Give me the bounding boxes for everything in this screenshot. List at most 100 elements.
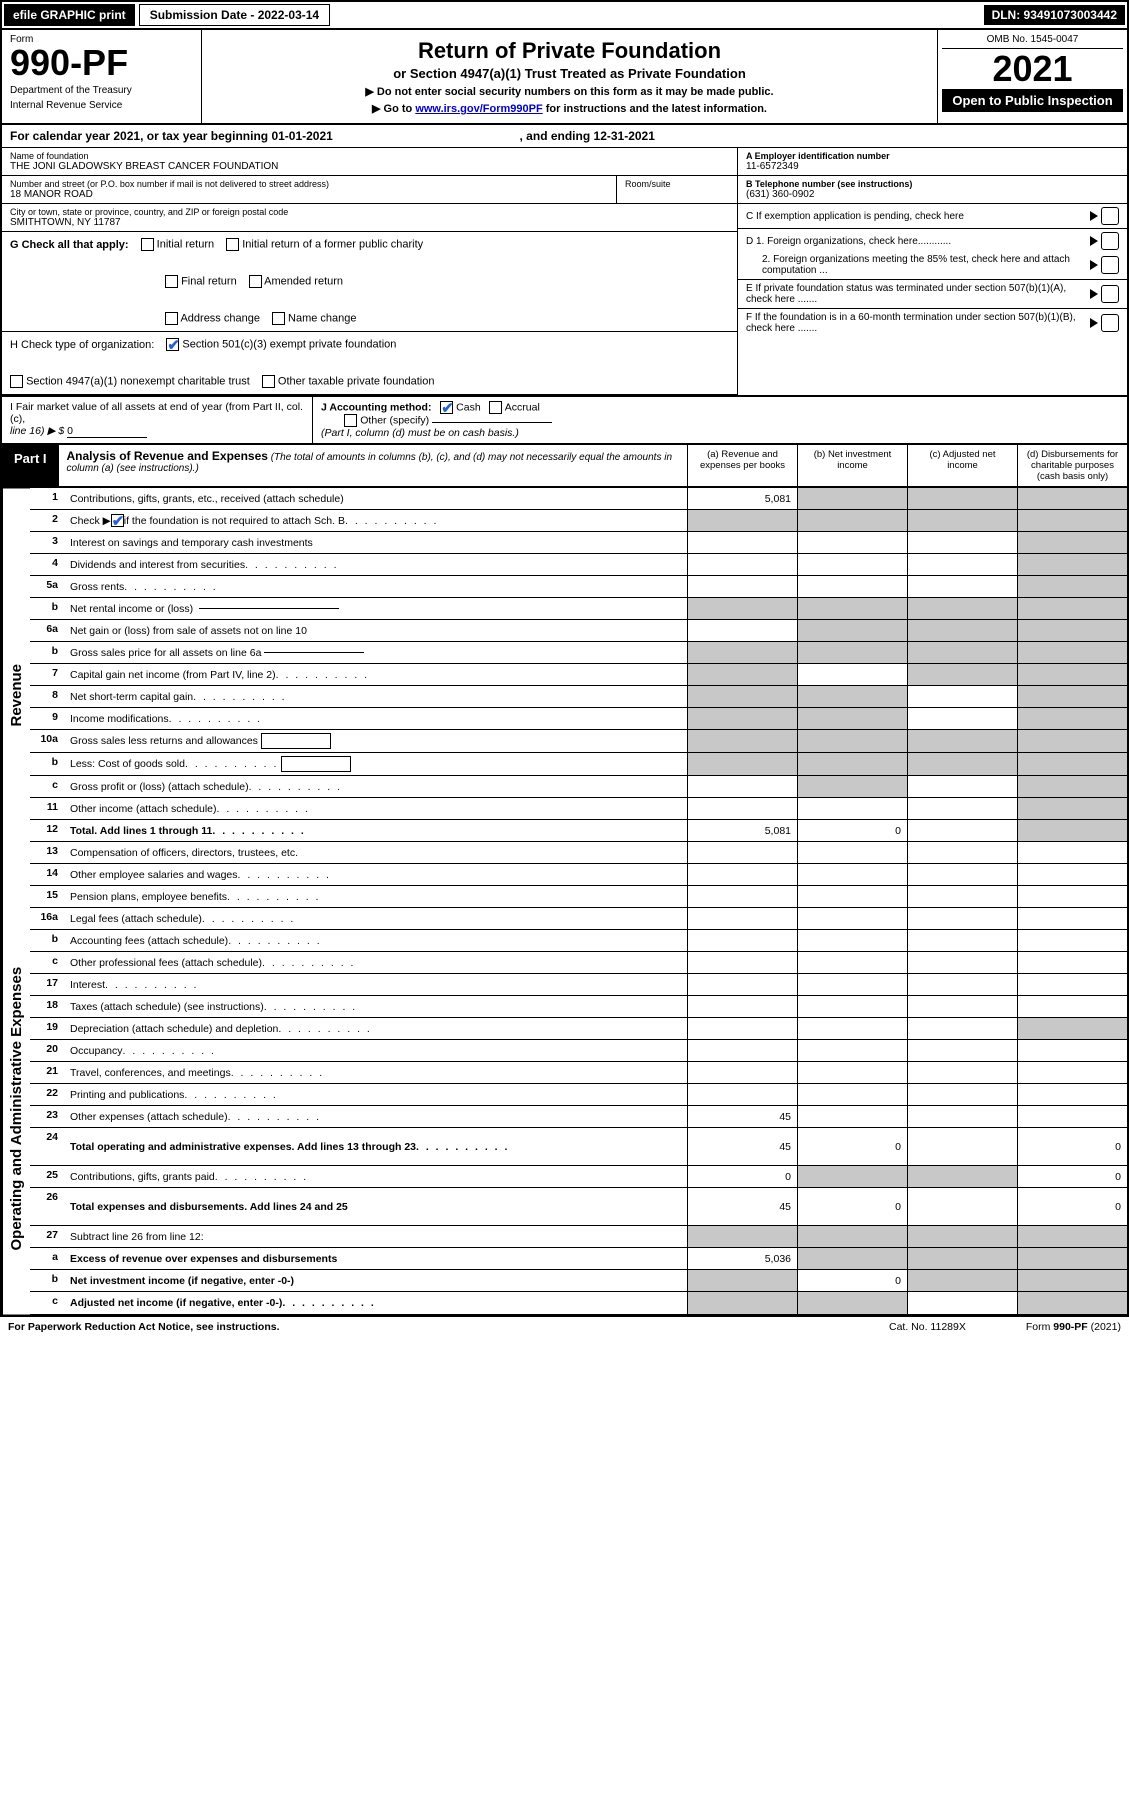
line-26: 26Total expenses and disbursements. Add … [30, 1188, 1127, 1226]
line-17: 17Interest [30, 974, 1127, 996]
form-subtitle: or Section 4947(a)(1) Trust Treated as P… [214, 66, 925, 81]
line-19: 19Depreciation (attach schedule) and dep… [30, 1018, 1127, 1040]
omb-number: OMB No. 1545-0047 [942, 34, 1123, 49]
j-label: J Accounting method: [321, 401, 431, 413]
line-24: 24Total operating and administrative exp… [30, 1128, 1127, 1166]
checkbox-initial-former[interactable] [226, 238, 239, 251]
line-3: 3Interest on savings and temporary cash … [30, 532, 1127, 554]
checkbox-501c3[interactable] [166, 338, 179, 351]
line-14: 14Other employee salaries and wages [30, 864, 1127, 886]
opex-tab: Operating and Administrative Expenses [2, 902, 30, 1315]
open-public: Open to Public Inspection [942, 89, 1123, 112]
checkbox-initial[interactable] [141, 238, 154, 251]
checkbox-cash[interactable] [440, 401, 453, 414]
line-13: 13Compensation of officers, directors, t… [30, 842, 1127, 864]
footer-right: Form 990-PF (2021) [1026, 1321, 1121, 1333]
line-12: 12Total. Add lines 1 through 115,0810 [30, 820, 1127, 842]
info-grid: Name of foundation THE JONI GLADOWSKY BR… [0, 148, 1129, 397]
cal-begin: For calendar year 2021, or tax year begi… [10, 129, 333, 143]
line-10a: 10aGross sales less returns and allowanc… [30, 730, 1127, 753]
checkbox-c[interactable] [1101, 207, 1119, 225]
g-label: G Check all that apply: [10, 239, 129, 251]
c-label: C If exemption application is pending, c… [746, 211, 1090, 222]
header-right: OMB No. 1545-0047 2021 Open to Public In… [937, 30, 1127, 123]
line-7: 7Capital gain net income (from Part IV, … [30, 664, 1127, 686]
line-16b: bAccounting fees (attach schedule) [30, 930, 1127, 952]
j-note: (Part I, column (d) must be on cash basi… [321, 427, 519, 439]
i-line-label: line 16) ▶ $ [10, 425, 64, 437]
instr-goto: ▶ Go to www.irs.gov/Form990PF for instru… [214, 102, 925, 115]
calendar-year-row: For calendar year 2021, or tax year begi… [0, 125, 1129, 148]
telephone: (631) 360-0902 [746, 189, 1119, 200]
e-label: E If private foundation status was termi… [746, 283, 1090, 305]
line-16c: cOther professional fees (attach schedul… [30, 952, 1127, 974]
tax-year: 2021 [942, 49, 1123, 89]
city-label: City or town, state or province, country… [10, 207, 729, 217]
irs-link[interactable]: www.irs.gov/Form990PF [415, 103, 542, 115]
instr-ssn: ▶ Do not enter social security numbers o… [214, 85, 925, 98]
line-1: 1Contributions, gifts, grants, etc., rec… [30, 488, 1127, 510]
f-label: F If the foundation is in a 60-month ter… [746, 312, 1090, 334]
city-state-zip: SMITHTOWN, NY 11787 [10, 217, 729, 228]
checkbox-e[interactable] [1101, 285, 1119, 303]
triangle-icon [1090, 211, 1098, 221]
line-22: 22Printing and publications [30, 1084, 1127, 1106]
line-27: 27Subtract line 26 from line 12: [30, 1226, 1127, 1248]
line-27a: aExcess of revenue over expenses and dis… [30, 1248, 1127, 1270]
i-label: I Fair market value of all assets at end… [10, 401, 303, 425]
col-a-header: (a) Revenue and expenses per books [687, 445, 797, 486]
checkbox-amended[interactable] [249, 275, 262, 288]
part1-header: Part I Analysis of Revenue and Expenses … [0, 445, 1129, 488]
submission-date: Submission Date - 2022-03-14 [139, 4, 330, 26]
foundation-name: THE JONI GLADOWSKY BREAST CANCER FOUNDAT… [10, 161, 729, 172]
line-6a: 6aNet gain or (loss) from sale of assets… [30, 620, 1127, 642]
line-4: 4Dividends and interest from securities [30, 554, 1127, 576]
line-9: 9Income modifications [30, 708, 1127, 730]
triangle-icon [1090, 318, 1098, 328]
d1-label: D 1. Foreign organizations, check here..… [746, 236, 1090, 247]
page-footer: For Paperwork Reduction Act Notice, see … [0, 1316, 1129, 1337]
checkbox-4947[interactable] [10, 375, 23, 388]
checkbox-accrual[interactable] [489, 401, 502, 414]
line-20: 20Occupancy [30, 1040, 1127, 1062]
line-27b: bNet investment income (if negative, ent… [30, 1270, 1127, 1292]
room-label: Room/suite [625, 179, 729, 189]
form-number: 990-PF [10, 45, 193, 81]
checkbox-name[interactable] [272, 312, 285, 325]
tel-label: B Telephone number (see instructions) [746, 179, 1119, 189]
header-mid: Return of Private Foundation or Section … [202, 30, 937, 123]
footer-mid: Cat. No. 11289X [889, 1321, 966, 1333]
h-label: H Check type of organization: [10, 339, 154, 351]
checkbox-d1[interactable] [1101, 232, 1119, 250]
part1-tab: Part I [2, 445, 59, 486]
col-b-header: (b) Net investment income [797, 445, 907, 486]
part1-table: Revenue Operating and Administrative Exp… [0, 488, 1129, 1316]
address: 18 MANOR ROAD [10, 189, 608, 200]
dept-irs: Internal Revenue Service [10, 100, 193, 111]
footer-left: For Paperwork Reduction Act Notice, see … [8, 1321, 280, 1333]
checkbox-d2[interactable] [1101, 256, 1119, 274]
efile-btn[interactable]: efile GRAPHIC print [4, 4, 135, 26]
ein: 11-6572349 [746, 161, 1119, 172]
checkbox-final[interactable] [165, 275, 178, 288]
checkbox-f[interactable] [1101, 314, 1119, 332]
cal-end: , and ending 12-31-2021 [520, 129, 655, 143]
name-label: Name of foundation [10, 151, 729, 161]
line-16a: 16aLegal fees (attach schedule) [30, 908, 1127, 930]
checkbox-other-tax[interactable] [262, 375, 275, 388]
line-10c: cGross profit or (loss) (attach schedule… [30, 776, 1127, 798]
revenue-tab: Revenue [2, 488, 30, 902]
line-23: 23Other expenses (attach schedule)45 [30, 1106, 1127, 1128]
top-bar: efile GRAPHIC print Submission Date - 20… [0, 0, 1129, 30]
checkbox-other-acct[interactable] [344, 414, 357, 427]
triangle-icon [1090, 236, 1098, 246]
triangle-icon [1090, 289, 1098, 299]
line-5b: bNet rental income or (loss) [30, 598, 1127, 620]
line-2: 2Check ▶ if the foundation is not requir… [30, 510, 1127, 532]
checkbox-address[interactable] [165, 312, 178, 325]
line-11: 11Other income (attach schedule) [30, 798, 1127, 820]
checkbox-schb[interactable] [111, 514, 124, 527]
ein-label: A Employer identification number [746, 151, 1119, 161]
form-title: Return of Private Foundation [214, 38, 925, 64]
line-21: 21Travel, conferences, and meetings [30, 1062, 1127, 1084]
